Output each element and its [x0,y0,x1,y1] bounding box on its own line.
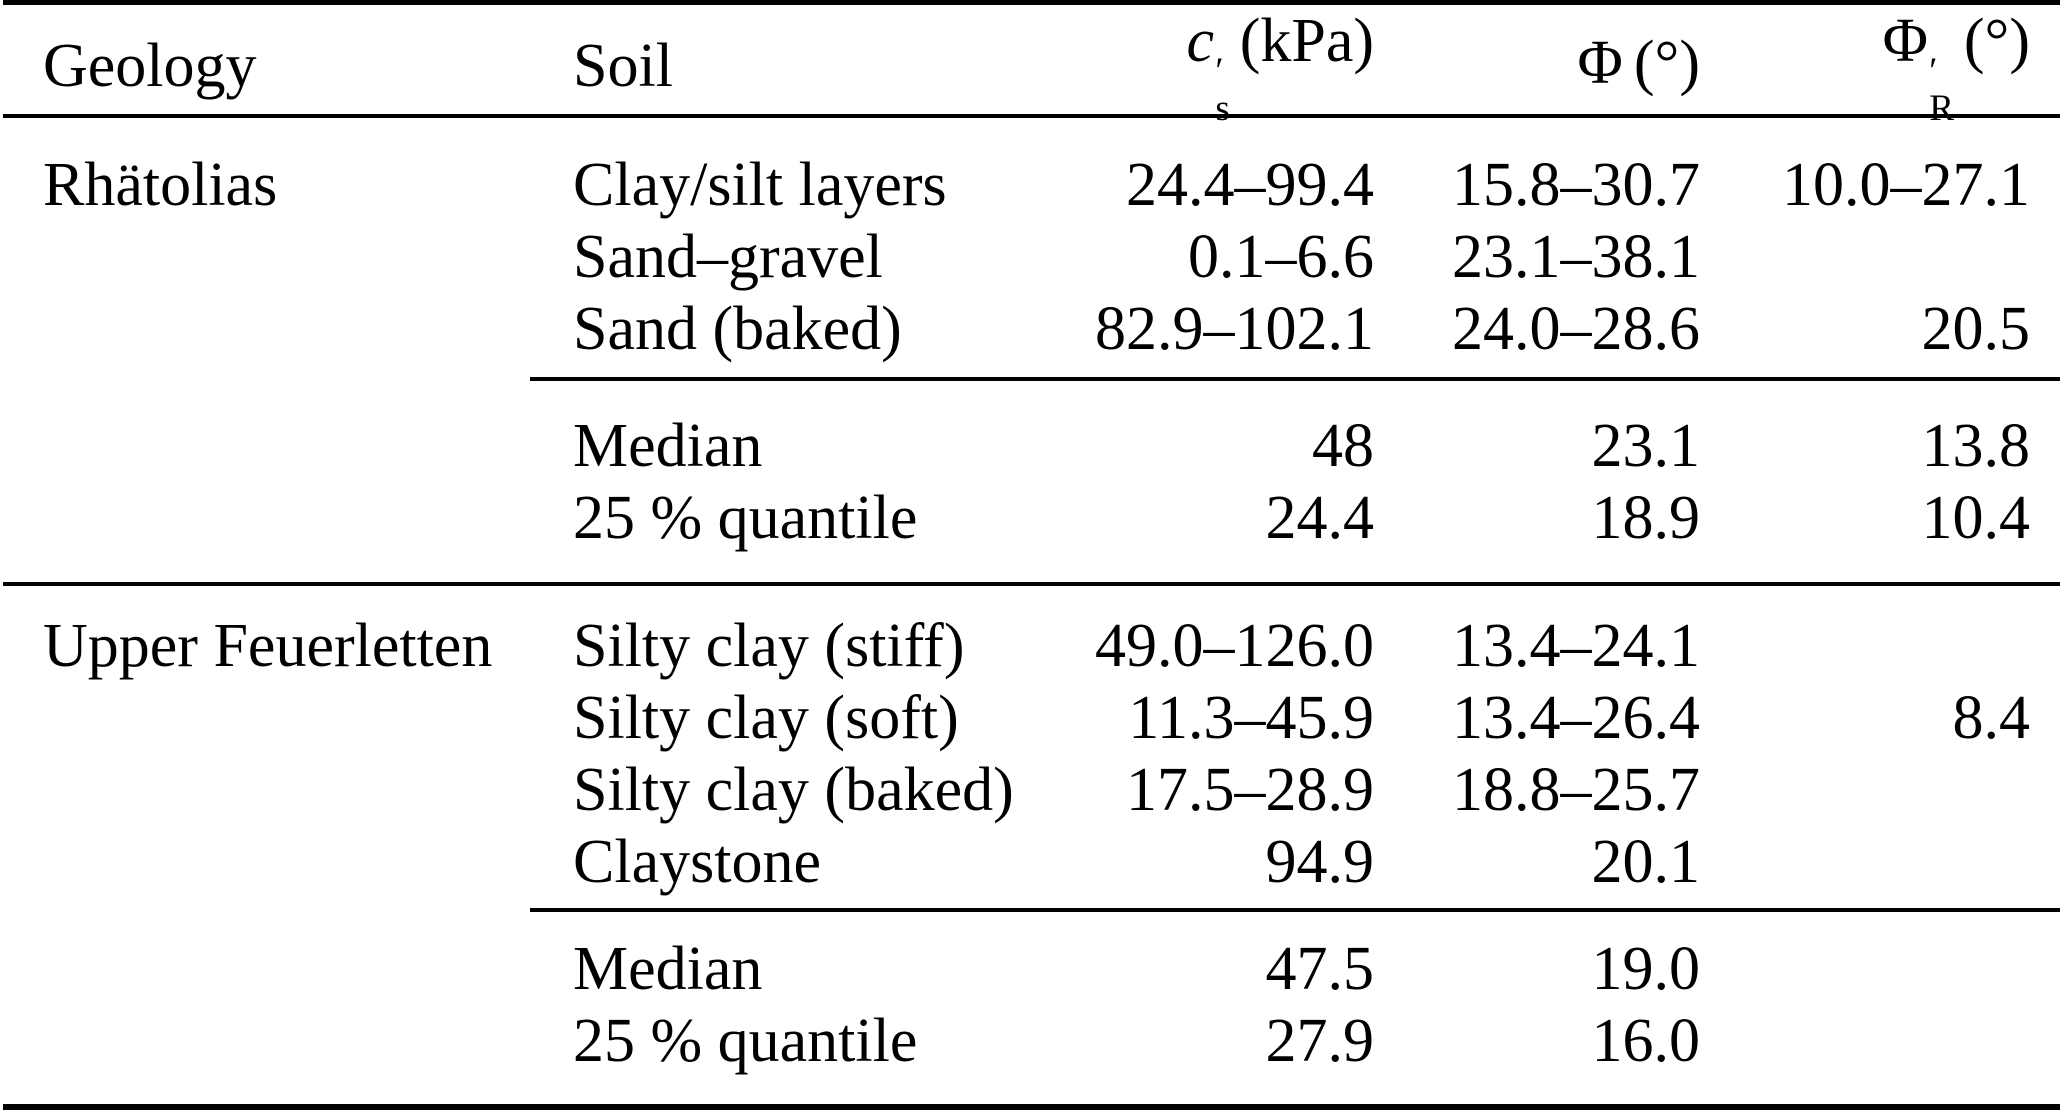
cohesion-value-cell: 94.9 [1265,828,1375,896]
stat-name-cell: Median [573,412,763,480]
column-header-residual-friction-angle: Φ ′ R (°) [1700,5,2060,127]
friction-value-cell: 24.0–28.6 [1452,295,1700,363]
cohesion-value-cell: 47.5 [1265,935,1375,1003]
soil-rows: Clay/silt layers 24.4–99.4 15.8–30.7 10.… [530,118,2060,365]
geology-label: Rhätolias [43,151,278,219]
friction-value-cell: 23.1 [1591,412,1701,480]
cohesion-value-cell: 17.5–28.9 [1126,756,1374,824]
cohesion-value-cell: 82.9–102.1 [1095,295,1374,363]
friction-value-cell: 13.4–24.1 [1452,612,1700,680]
friction-value-cell: 15.8–30.7 [1452,151,1700,219]
residual-friction-value-cell [1700,610,2060,682]
table-header-row: Geology Soil c ′ s (kPa) Φ (°) Φ ′ R (°) [3,5,2060,127]
math-symbol-phi: Φ [1577,29,1623,98]
friction-value-cell: 16.0 [1591,1007,1701,1075]
stat-row: Median 47.5 19.0 [530,933,2060,1005]
stat-rows: Median 47.5 19.0 25 % quantile 27.9 16.0 [530,912,2060,1077]
soil-name-cell: Clay/silt layers [573,151,947,219]
soil-name-cell: Silty clay (soft) [573,684,959,752]
cohesion-value-cell: 24.4 [1265,484,1375,552]
friction-value-cell: 18.9 [1591,484,1701,552]
math-prime: ′ [1215,50,1224,92]
column-header-soil: Soil [573,32,673,101]
soil-strength-parameters-table: Geology Soil c ′ s (kPa) Φ (°) Φ ′ R (°) Rhätol… [3,0,2060,1110]
column-header-cohesion: c ′ s (kPa) [1000,5,1374,127]
math-script-stack: ′ R [1929,50,1954,129]
math-symbol-phi: Φ [1882,7,1928,75]
unit-label: (°) [1633,29,1700,98]
residual-friction-value-cell: 20.5 [1921,295,2031,363]
soil-name-cell: Claystone [573,828,821,896]
math-script-stack: ′ s [1215,50,1230,129]
cohesion-value-cell: 0.1–6.6 [1188,223,1374,291]
section-midrule [530,377,2060,381]
residual-friction-value-cell: 10.0–27.1 [1782,151,2030,219]
soil-name-cell: Sand–gravel [573,223,883,291]
stat-row: 25 % quantile 27.9 16.0 [530,1005,2060,1077]
friction-value-cell: 19.0 [1591,935,1701,1003]
residual-friction-value-cell [1700,221,2060,293]
soil-name-cell: Silty clay (baked) [573,756,1014,824]
friction-value-cell: 18.8–25.7 [1452,756,1700,824]
stat-row: 25 % quantile 24.4 18.9 10.4 [530,482,2060,554]
math-subscript: s [1215,87,1230,129]
friction-value-cell: 20.1 [1591,828,1701,896]
residual-friction-value-cell [1700,826,2060,898]
column-header-geology: Geology [43,32,257,101]
residual-friction-value-cell: 13.8 [1921,412,2031,480]
stat-name-cell: 25 % quantile [573,1007,918,1075]
stat-row: Median 48 23.1 13.8 [530,410,2060,482]
soil-row: Silty clay (stiff) 49.0–126.0 13.4–24.1 [530,610,2060,682]
soil-row: Sand (baked) 82.9–102.1 24.0–28.6 20.5 [530,293,2060,365]
section-midrule [530,908,2060,912]
cohesion-value-cell: 24.4–99.4 [1126,151,1374,219]
section-body: Clay/silt layers 24.4–99.4 15.8–30.7 10.… [530,118,2060,554]
cohesion-value-cell: 49.0–126.0 [1095,612,1374,680]
friction-value-cell: 23.1–38.1 [1452,223,1700,291]
soil-row: Claystone 94.9 20.1 [530,826,2060,898]
soil-row: Clay/silt layers 24.4–99.4 15.8–30.7 10.… [530,149,2060,221]
soil-row: Silty clay (baked) 17.5–28.9 18.8–25.7 [530,754,2060,826]
cohesion-value-cell: 27.9 [1265,1007,1375,1075]
math-symbol-c: c [1186,7,1215,75]
math-subscript: R [1929,87,1954,129]
unit-label: (kPa) [1239,7,1374,75]
friction-value-cell: 13.4–26.4 [1452,684,1700,752]
soil-rows: Silty clay (stiff) 49.0–126.0 13.4–24.1 … [530,586,2060,898]
residual-friction-value-cell [1700,1005,2060,1077]
section-upper-feuerletten: Upper Feuerletten Silty clay (stiff) 49.… [3,586,2060,1104]
residual-friction-value-cell [1700,933,2060,1005]
section-rhaetolias: Rhätolias Clay/silt layers 24.4–99.4 15.… [3,118,2060,586]
stat-name-cell: 25 % quantile [573,484,918,552]
residual-friction-value-cell [1700,754,2060,826]
soil-row: Silty clay (soft) 11.3–45.9 13.4–26.4 8.… [530,682,2060,754]
residual-friction-value-cell: 10.4 [1921,484,2031,552]
column-header-friction-angle: Φ (°) [1374,27,1700,105]
stat-name-cell: Median [573,935,763,1003]
unit-label: (°) [1963,7,2030,75]
residual-friction-value-cell: 8.4 [1952,684,2031,752]
section-body: Silty clay (stiff) 49.0–126.0 13.4–24.1 … [530,586,2060,1077]
soil-name-cell: Sand (baked) [573,295,902,363]
soil-name-cell: Silty clay (stiff) [573,612,965,680]
cohesion-value-cell: 48 [1312,412,1374,480]
soil-row: Sand–gravel 0.1–6.6 23.1–38.1 [530,221,2060,293]
cohesion-value-cell: 11.3–45.9 [1128,684,1374,752]
stat-rows: Median 48 23.1 13.8 25 % quantile 24.4 1… [530,381,2060,554]
math-prime: ′ [1929,50,1938,92]
geology-label: Upper Feuerletten [43,612,493,680]
